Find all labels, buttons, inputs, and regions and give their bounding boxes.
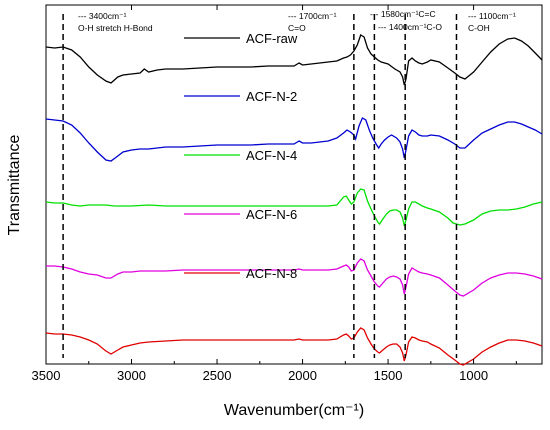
x-tick-label: 3500: [32, 368, 61, 383]
legend-label-acf-n-4: ACF-N-4: [246, 148, 297, 163]
legend-label-acf-n-2: ACF-N-2: [246, 89, 297, 104]
peak-annotations: --- 3400cm⁻¹ O-H stretch H-Bond --- 1700cm…: [78, 9, 516, 33]
annotation-label: --- 1100cm⁻¹: [468, 11, 516, 21]
x-tick-label: 1500: [374, 368, 403, 383]
annotation-label: C-OH: [468, 23, 490, 33]
series-line-acf-n-6: [46, 258, 543, 297]
x-tick-label: 2000: [288, 368, 317, 383]
spectra-curves: [45, 34, 543, 366]
y-axis-label: Transmittance: [6, 135, 23, 236]
annotation-label: --- 3400cm⁻¹: [78, 11, 127, 21]
plot-frame: [45, 4, 543, 365]
x-axis: 3500 3000 2500 2000 1500 1000: [32, 5, 517, 383]
series-line-acf-n-2: [45, 117, 543, 162]
legend-label-acf-raw: ACF-raw: [246, 31, 298, 46]
series-line-acf-n-8: [45, 327, 543, 366]
annotation-label: --- 1400cm⁻¹C-O: [378, 22, 442, 32]
x-tick-label: 2500: [203, 368, 232, 383]
annotation-label: --- 1580cm⁻¹C=C: [370, 9, 436, 19]
x-axis-label: Wavenumber(cm⁻¹): [224, 402, 364, 419]
annotation-label: --- 1700cm⁻¹: [288, 11, 337, 21]
reference-lines: [62, 14, 458, 358]
series-line-acf-n-4: [45, 188, 543, 227]
x-tick-label: 3000: [117, 368, 146, 383]
curve-labels: ACF-raw ACF-N-2 ACF-N-4 ACF-N-6 ACF-N-8: [184, 31, 298, 281]
legend-label-acf-n-6: ACF-N-6: [246, 207, 297, 222]
x-tick-label: 1000: [459, 368, 488, 383]
legend-label-acf-n-8: ACF-N-8: [246, 266, 297, 281]
annotation-label: C=O: [288, 23, 306, 33]
annotation-label: O-H stretch H-Bond: [78, 23, 153, 33]
